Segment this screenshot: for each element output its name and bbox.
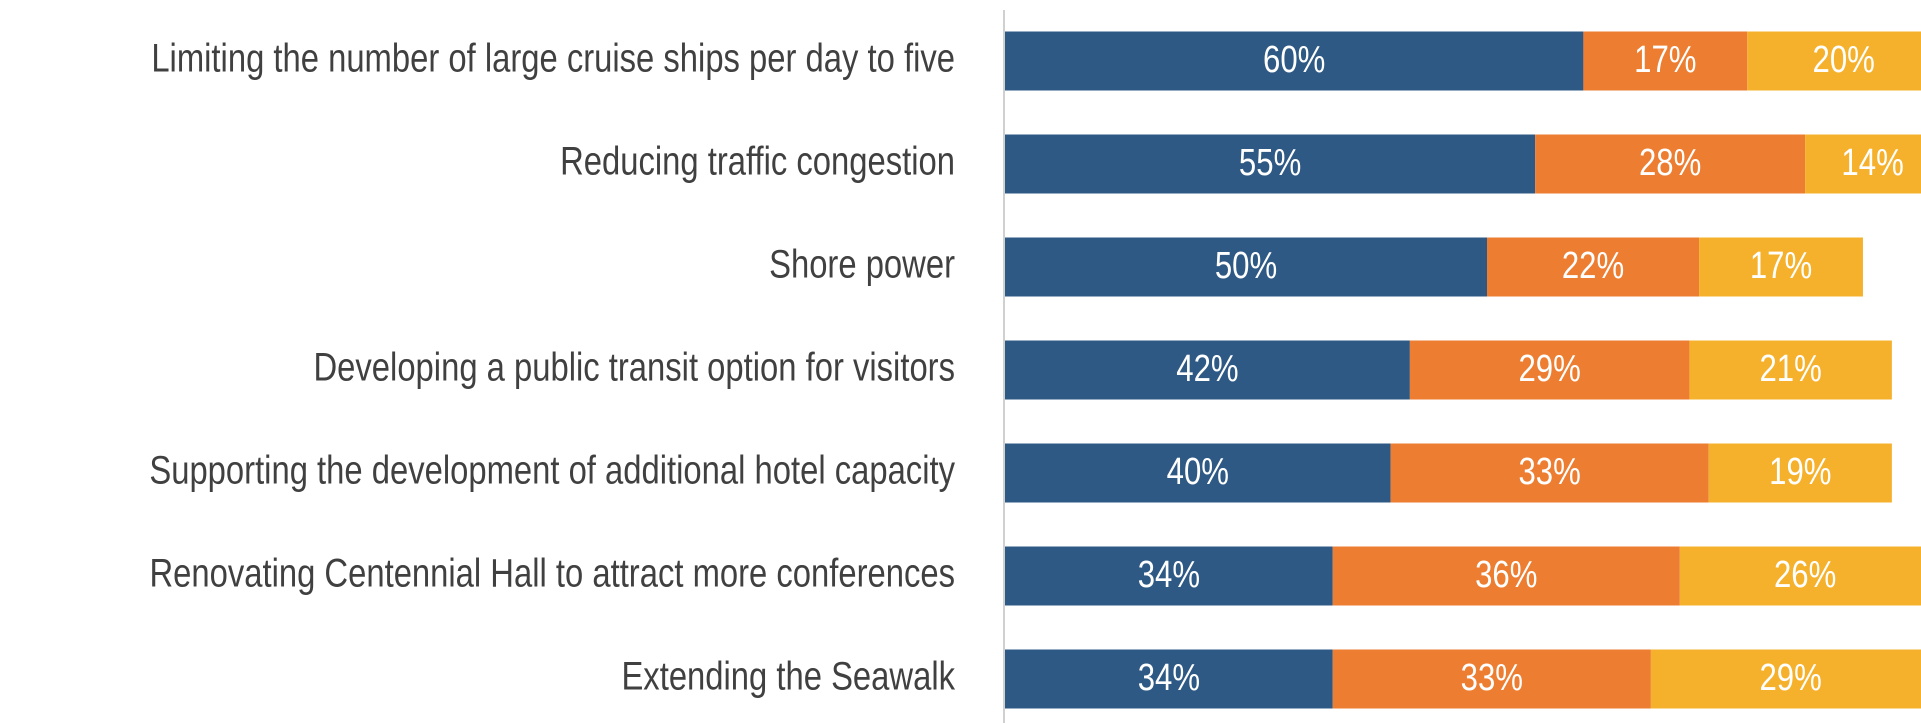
value-label: 40% [1167,451,1229,493]
category-label: Reducing traffic congestion [560,138,955,183]
category-label: Supporting the development of additional… [149,447,955,492]
category-label: Limiting the number of large cruise ship… [151,35,955,80]
bar-segment [1708,443,1892,503]
bar-segment [1650,649,1921,709]
value-label: 33% [1518,451,1580,493]
value-label: 14% [1841,142,1903,184]
value-label: 22% [1562,245,1624,287]
value-label: 34% [1138,554,1200,596]
bar-segment [1747,31,1921,91]
value-label: 60% [1263,39,1325,81]
bar-segment [1005,546,1333,606]
value-label: 29% [1759,657,1821,699]
category-label: Shore power [769,241,955,286]
bar-segment [1583,31,1748,91]
bar-segment [1487,237,1700,297]
bar-segment [1679,546,1921,606]
bar-segment [1005,649,1333,709]
value-label: 42% [1176,348,1238,390]
value-label: 21% [1759,348,1821,390]
bar-segment [1005,134,1536,194]
bar-segment [1005,443,1391,503]
bar-segment [1332,649,1651,709]
value-label: 17% [1634,39,1696,81]
value-label: 55% [1239,142,1301,184]
value-label: 50% [1215,245,1277,287]
bar-segment [1005,340,1410,400]
value-label: 36% [1475,554,1537,596]
bar-segment [1805,134,1921,194]
value-label: 33% [1461,657,1523,699]
value-label: 28% [1639,142,1701,184]
bar-segment [1005,237,1487,297]
bar-segment [1535,134,1806,194]
bar-segment [1390,443,1709,503]
value-label: 19% [1769,451,1831,493]
value-label: 17% [1750,245,1812,287]
value-label: 20% [1813,39,1875,81]
bar-segment [1005,31,1584,91]
bar-segment [1409,340,1690,400]
bar-segment [1332,546,1680,606]
category-label: Renovating Centennial Hall to attract mo… [149,550,955,595]
value-label: 29% [1518,348,1580,390]
category-label: Extending the Seawalk [621,653,955,698]
bar-segment [1689,340,1892,400]
category-label: Developing a public transit option for v… [314,344,955,389]
bar-segment [1699,237,1863,297]
value-label: 26% [1774,554,1836,596]
value-label: 34% [1138,657,1200,699]
